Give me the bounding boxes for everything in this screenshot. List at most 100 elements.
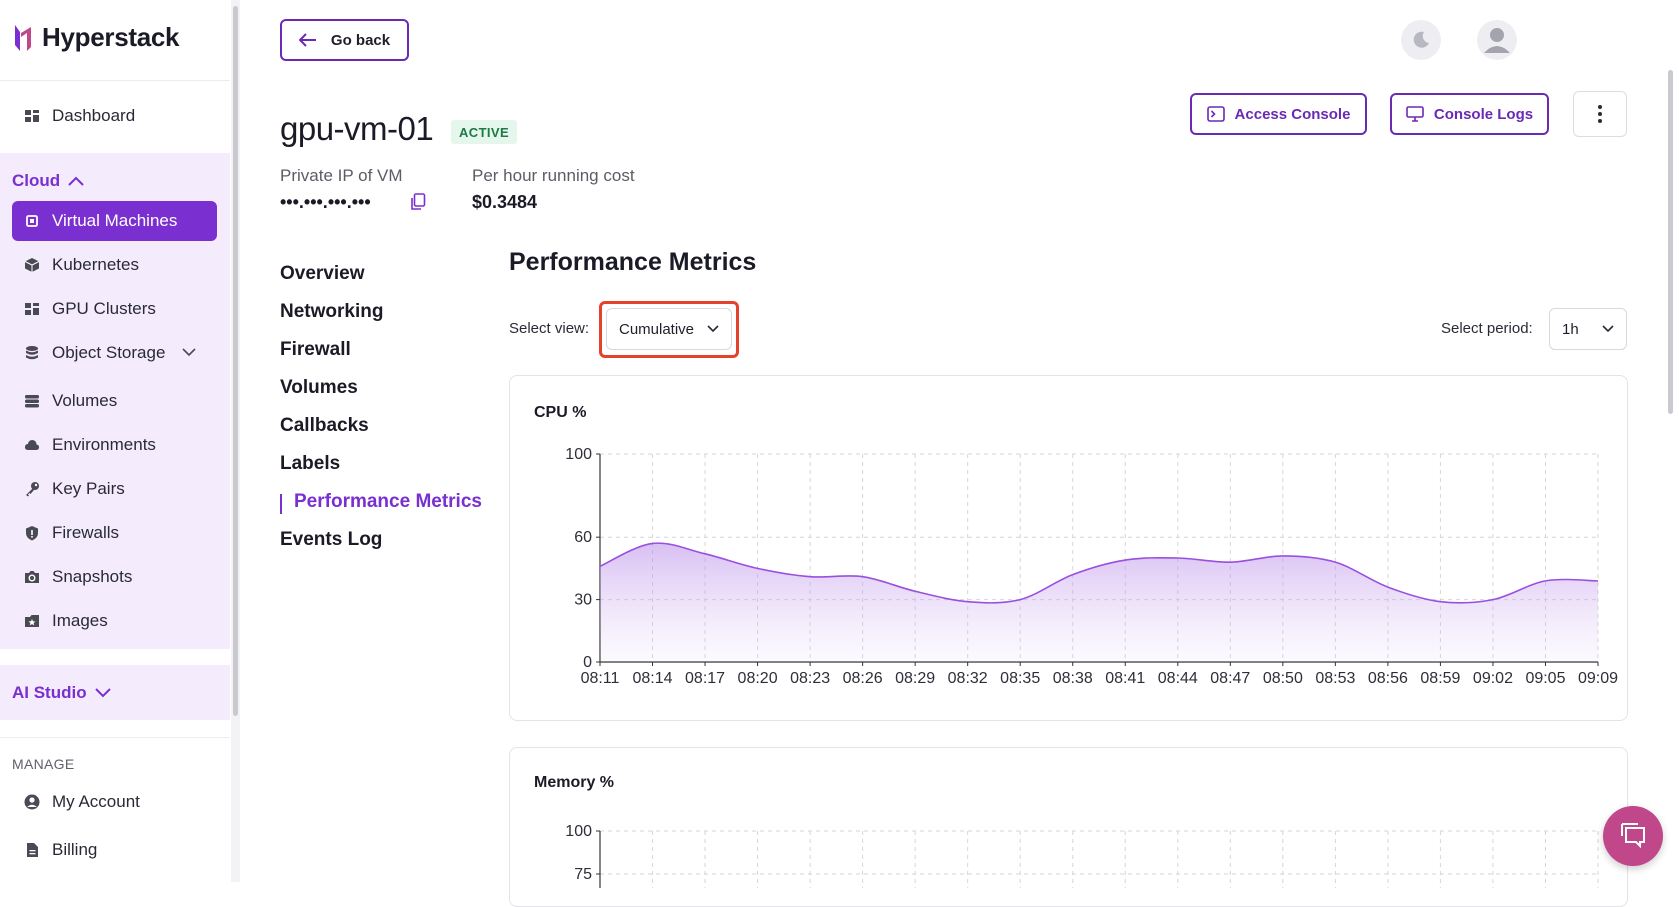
sidebar-scrollbar[interactable] — [231, 0, 240, 882]
subnav-overview[interactable]: Overview — [280, 263, 365, 284]
sidebar-item-key-pairs[interactable]: Key Pairs — [12, 469, 217, 509]
vm-name: gpu-vm-01 — [280, 110, 434, 147]
cpu-line — [599, 542, 1599, 604]
user-circle-icon — [24, 794, 40, 810]
sidebar-item-environments[interactable]: Environments — [12, 425, 217, 465]
shield-icon — [24, 525, 40, 541]
sidebar-item-label: My Account — [52, 792, 140, 811]
x-tick-label: 08:38 — [1053, 670, 1093, 687]
cpu-chart[interactable]: 0 30 60 100 08:11 08:14 08:17 08:20 08:23 08:26 08… — [510, 376, 1629, 722]
go-back-button[interactable]: Go back — [280, 19, 409, 61]
arrow-left-icon — [298, 33, 316, 47]
subnav-events-log[interactable]: Events Log — [280, 529, 383, 550]
ai-studio-label: AI Studio — [12, 683, 87, 702]
subnav-firewall[interactable]: Firewall — [280, 339, 351, 360]
document-icon — [24, 842, 40, 858]
console-logs-label: Console Logs — [1433, 105, 1534, 123]
select-view-value: Cumulative — [619, 320, 695, 338]
private-ip-value: •••.•••.•••.••• — [280, 192, 371, 212]
x-tick-label: 08:35 — [1000, 670, 1040, 687]
database-icon — [24, 345, 40, 361]
x-tick-label: 08:29 — [895, 670, 935, 687]
sidebar-item-label: GPU Clusters — [52, 299, 156, 318]
x-tick-label: 08:14 — [633, 670, 673, 687]
logo[interactable]: Hyperstack — [12, 22, 180, 53]
x-tick-label: 08:59 — [1420, 670, 1460, 687]
sidebar-item-billing[interactable]: Billing — [12, 830, 217, 870]
grid-icon — [24, 301, 40, 317]
hyperstack-logo-icon — [15, 24, 31, 51]
stack-icon — [24, 393, 40, 409]
sidebar-item-dashboard[interactable]: Dashboard — [12, 96, 217, 136]
chat-icon — [1621, 823, 1645, 849]
sidebar-item-label: Images — [52, 611, 108, 630]
sidebar-item-virtual-machines[interactable]: Virtual Machines — [12, 201, 217, 241]
subnav-callbacks[interactable]: Callbacks — [280, 415, 369, 436]
chevron-down-icon — [182, 348, 196, 357]
more-vertical-icon — [1598, 105, 1602, 123]
access-console-label: Access Console — [1234, 105, 1351, 123]
console-logs-button[interactable]: Console Logs — [1390, 93, 1549, 135]
key-icon — [24, 481, 40, 497]
select-view-highlight — [599, 301, 739, 358]
chevron-down-icon — [94, 688, 111, 698]
private-ip-label: Private IP of VM — [280, 166, 403, 185]
y-tick-label: 0 — [583, 654, 592, 671]
cost-label: Per hour running cost — [472, 166, 635, 185]
y-tick-label: 60 — [574, 529, 592, 546]
cpu-area — [600, 543, 1598, 662]
sidebar-item-firewalls[interactable]: Firewalls — [12, 513, 217, 553]
ai-studio-toggle[interactable]: AI Studio — [12, 683, 111, 703]
sidebar-item-my-account[interactable]: My Account — [12, 782, 217, 822]
sidebar-item-label: Virtual Machines — [52, 211, 178, 230]
x-tick-label: 09:02 — [1473, 670, 1513, 687]
user-menu-button[interactable] — [1477, 20, 1517, 60]
image-icon — [24, 613, 40, 629]
terminal-icon — [1206, 106, 1225, 122]
select-view-dropdown[interactable]: Cumulative — [606, 308, 732, 350]
main-scrollbar-thumb[interactable] — [1668, 70, 1673, 414]
sidebar-item-kubernetes[interactable]: Kubernetes — [12, 245, 217, 285]
subnav-labels[interactable]: Labels — [280, 453, 341, 474]
cpu-chart-card: CPU % 0 30 60 100 08:11 08:14 08:17 08:20 08:23 0… — [509, 375, 1628, 721]
sidebar-item-label: Key Pairs — [52, 479, 125, 498]
chevron-up-icon — [68, 176, 84, 186]
subnav-volumes[interactable]: Volumes — [280, 377, 358, 398]
cloud-icon — [24, 437, 40, 453]
sidebar-item-object-storage[interactable]: Object Storage — [12, 333, 217, 373]
sidebar: Hyperstack Dashboard Cloud Virtual Machi… — [0, 0, 240, 882]
x-tick-label: 08:32 — [948, 670, 988, 687]
chevron-down-icon — [1602, 325, 1614, 333]
theme-toggle-button[interactable] — [1401, 20, 1441, 60]
sidebar-item-gpu-clusters[interactable]: GPU Clusters — [12, 289, 217, 329]
select-period-dropdown[interactable]: 1h — [1549, 308, 1627, 350]
sidebar-item-images[interactable]: Images — [12, 601, 217, 641]
x-tick-label: 08:23 — [790, 670, 830, 687]
sidebar-item-volumes[interactable]: Volumes — [12, 381, 217, 421]
cloud-section-label: Cloud — [12, 171, 61, 190]
sidebar-item-label: Object Storage — [52, 343, 166, 362]
y-tick-label: 30 — [574, 592, 592, 609]
x-tick-label: 08:44 — [1158, 670, 1198, 687]
sidebar-item-snapshots[interactable]: Snapshots — [12, 557, 217, 597]
sidebar-scrollbar-thumb[interactable] — [233, 6, 238, 716]
memory-chart[interactable]: 75 100 — [510, 748, 1629, 888]
cloud-section-toggle[interactable]: Cloud — [12, 171, 84, 191]
go-back-label: Go back — [330, 31, 391, 49]
cost-value: $0.3484 — [472, 192, 538, 212]
access-console-button[interactable]: Access Console — [1190, 93, 1367, 135]
subnav-performance-metrics[interactable]: Performance Metrics — [280, 491, 500, 514]
sidebar-item-label: Billing — [52, 840, 98, 859]
divider — [0, 80, 230, 81]
divider — [0, 737, 230, 738]
camera-icon — [24, 569, 40, 585]
chat-support-button[interactable] — [1603, 806, 1663, 866]
app-name: Hyperstack — [42, 22, 180, 52]
memory-chart-card: Memory % 75 100 — [509, 747, 1628, 907]
more-actions-button[interactable] — [1573, 91, 1627, 137]
copy-icon[interactable] — [410, 193, 426, 211]
dashboard-icon — [24, 108, 40, 124]
subnav-networking[interactable]: Networking — [280, 301, 384, 322]
x-tick-label: 08:41 — [1105, 670, 1145, 687]
x-tick-label: 09:05 — [1525, 670, 1565, 687]
